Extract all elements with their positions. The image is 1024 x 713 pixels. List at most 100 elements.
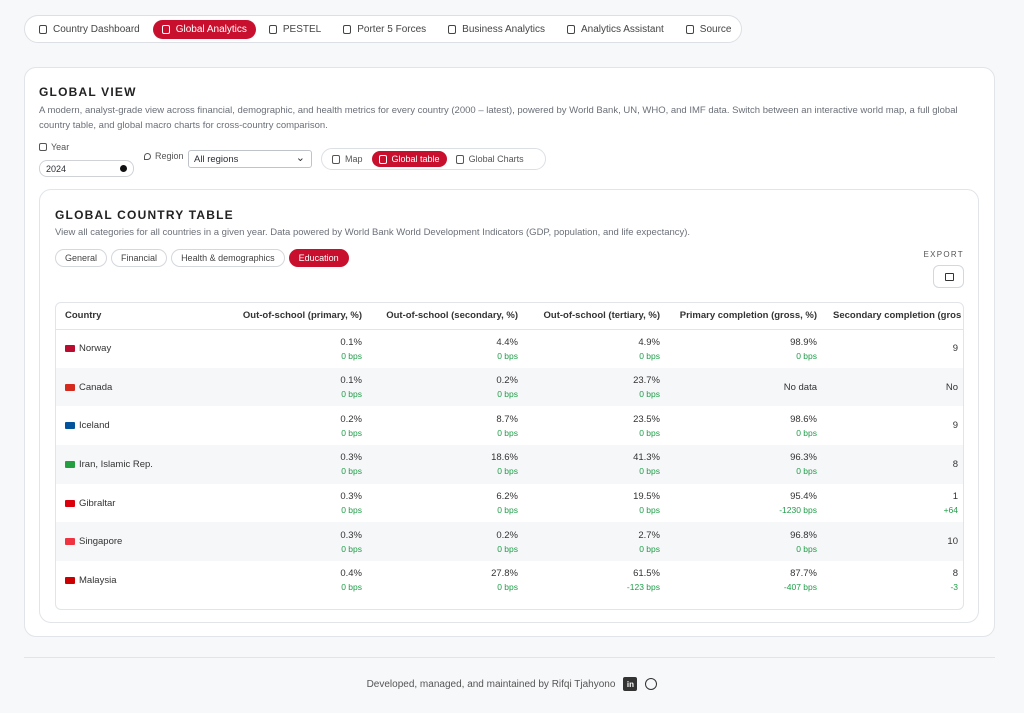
linkedin-icon[interactable]: in [623, 677, 638, 691]
metric-value: No [945, 381, 958, 393]
metric-change: 0 bps [497, 505, 518, 516]
region-select[interactable]: All regions [188, 150, 312, 168]
country-name: Norway [79, 343, 112, 355]
view-mode[interactable]: Map [325, 151, 370, 167]
category-chip[interactable]: Financial [111, 249, 168, 267]
metric-value: 8.7% [496, 413, 518, 425]
nav-icon [343, 24, 352, 34]
table-row: Iceland 0.2% 0 bps 8.7% 0 bps 23.5% 0 bps 98.6%… [56, 406, 963, 445]
nav-item[interactable]: Analytics Assistant [558, 20, 673, 39]
metric-value: 98.6% [790, 413, 817, 425]
top-nav: Country Dashboard Global Analytics PESTEL P… [24, 15, 742, 43]
metric-cell: 87.7% -407 bps [668, 561, 825, 600]
metric-cell: 96.3% 0 bps [668, 445, 825, 484]
metric-value: 61.5% [633, 568, 660, 580]
column-header: Out-of-school (primary, %) [226, 303, 370, 330]
metric-change: -1230 bps [779, 505, 817, 516]
country-cell: Norway [56, 329, 226, 368]
metric-value: 19.5% [633, 491, 660, 503]
nav-item[interactable]: Source [677, 20, 741, 39]
table-body: Norway 0.1% 0 bps 4.4% 0 bps 4.9% 0 bps 98.9% 0 … [56, 329, 963, 600]
metric-change: 0 bps [639, 427, 660, 438]
metric-value: 23.5% [633, 413, 660, 425]
nav-item[interactable]: Country Dashboard [30, 20, 149, 39]
nav-label: Porter 5 Forces [357, 23, 427, 35]
country-cell: Singapore [56, 522, 226, 562]
table-description: View all categories for all countries in… [55, 227, 691, 238]
metric-value: 0.3% [340, 452, 362, 464]
metric-change: +64 [943, 505, 958, 516]
metric-cell: 0.2% 0 bps [370, 522, 526, 562]
metric-cell: 0.3% 0 bps [226, 522, 370, 562]
metric-change: 0 bps [497, 389, 518, 400]
region-label-text: Region [155, 151, 184, 161]
category-chip[interactable]: General [55, 249, 108, 267]
year-input[interactable]: 2024 [39, 160, 134, 177]
view-mode[interactable]: Global table [371, 151, 447, 167]
metric-value: 0.2% [496, 375, 518, 387]
view-title: GLOBAL VIEW [39, 85, 137, 99]
country-name: Iran, Islamic Rep. [79, 458, 153, 470]
header-row: Country Out-of-school (primary, %) Out-of-… [56, 303, 963, 330]
metric-change: 0 bps [341, 466, 362, 477]
metric-change: -123 bps [626, 582, 660, 593]
table-row: Malaysia 0.4% 0 bps 27.8% 0 bps 61.5% -123 bps… [56, 561, 963, 600]
metric-cell: 9 [825, 329, 963, 368]
metric-value: 95.4% [790, 491, 817, 503]
metric-value: 9 [952, 420, 958, 432]
category-chip[interactable]: Health & demographics [171, 249, 285, 267]
export-label: EXPORT [923, 250, 964, 259]
metric-change: 0 bps [341, 350, 362, 361]
metric-change: 0 bps [796, 466, 817, 477]
nav-item[interactable]: Global Analytics [152, 19, 256, 39]
metric-cell: 10 [825, 522, 963, 562]
pin-icon [144, 152, 151, 160]
country-cell: Iran, Islamic Rep. [56, 445, 226, 484]
nav-item[interactable]: Porter 5 Forces [334, 20, 435, 39]
year-label-text: Year [51, 142, 70, 152]
metric-value: 27.8% [491, 568, 518, 580]
nav-label: Source [699, 23, 732, 35]
nav-item[interactable]: Business Analytics [439, 20, 554, 39]
category-chip[interactable]: Education [288, 249, 349, 267]
metric-value: 87.7% [790, 568, 817, 580]
metric-change: 0 bps [341, 543, 362, 554]
year-label: Year [39, 142, 69, 152]
metric-cell: 0.2% 0 bps [370, 367, 526, 407]
metric-change: 0 bps [497, 466, 518, 477]
metric-change: 0 bps [497, 427, 518, 438]
export-button[interactable] [933, 265, 964, 288]
metric-cell: 96.8% 0 bps [668, 522, 825, 562]
metric-value: 2.7% [638, 529, 660, 541]
nav-label: Country Dashboard [53, 23, 140, 35]
metric-value: 6.2% [496, 491, 518, 503]
table-row: Canada 0.1% 0 bps 0.2% 0 bps 23.7% 0 bps No dat… [56, 367, 963, 407]
nav-icon [566, 24, 575, 34]
nav-item[interactable]: PESTEL [260, 20, 330, 39]
metric-value: 0.3% [340, 491, 362, 503]
table-row: Iran, Islamic Rep. 0.3% 0 bps 18.6% 0 bps 41.… [56, 445, 963, 484]
metric-value: 0.1% [340, 336, 362, 348]
footer: Developed, managed, and maintained by Ri… [0, 677, 1024, 691]
metric-cell: 8 -3 [825, 561, 963, 600]
website-icon[interactable] [645, 678, 658, 690]
flag-icon [65, 422, 75, 430]
metric-value: 4.4% [496, 336, 518, 348]
country-cell: Malaysia [56, 561, 226, 600]
metric-cell: 6.2% 0 bps [370, 484, 526, 523]
flag-icon [65, 499, 75, 507]
metric-value: 98.9% [790, 336, 817, 348]
metric-change: 0 bps [341, 427, 362, 438]
metric-value: 8 [952, 458, 958, 470]
nav-label: Global Analytics [175, 23, 247, 35]
column-header: Country [56, 303, 226, 330]
country-name: Malaysia [79, 574, 117, 586]
metric-value: 96.8% [790, 529, 817, 541]
view-mode-switch: Map Global table Global Charts [321, 148, 546, 170]
table-row: Norway 0.1% 0 bps 4.4% 0 bps 4.9% 0 bps 98.9% 0 … [56, 329, 963, 368]
mode-label: Map [345, 154, 363, 164]
view-mode[interactable]: Global Charts [449, 151, 531, 167]
metric-cell: 8.7% 0 bps [370, 406, 526, 445]
metric-cell: 19.5% 0 bps [526, 484, 668, 523]
metric-change: 0 bps [639, 389, 660, 400]
